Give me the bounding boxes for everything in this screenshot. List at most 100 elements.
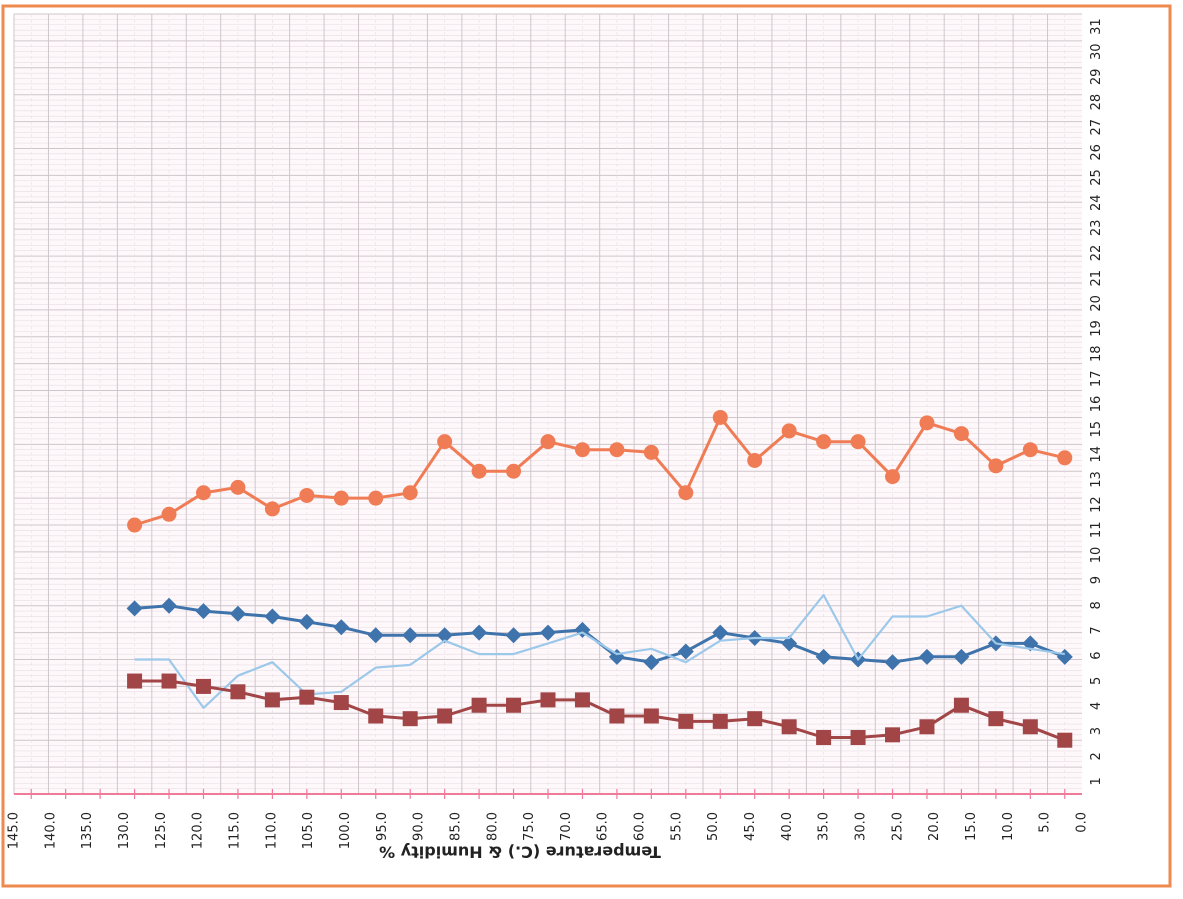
data-point xyxy=(264,692,280,708)
data-point xyxy=(195,485,211,501)
series-1 xyxy=(127,409,1073,533)
data-point xyxy=(264,608,281,625)
x-tick-label: 13 xyxy=(1089,471,1104,488)
data-point xyxy=(299,689,315,705)
x-tick-label: 11 xyxy=(1089,522,1104,539)
series-line xyxy=(134,679,1066,742)
data-point xyxy=(540,434,556,450)
data-point xyxy=(437,708,453,724)
data-point xyxy=(436,627,453,644)
y-tick-label: 50.0 xyxy=(706,812,721,841)
data-point xyxy=(471,463,487,479)
data-point xyxy=(230,479,246,495)
data-point xyxy=(127,517,143,533)
y-tick-label: 60.0 xyxy=(633,812,648,841)
y-tick-label: 45.0 xyxy=(743,812,758,841)
data-point xyxy=(402,627,419,644)
x-tick-label: 14 xyxy=(1089,446,1104,463)
y-tick-label: 70.0 xyxy=(559,812,574,841)
data-point xyxy=(781,423,797,439)
y-tick-label: 120.0 xyxy=(191,812,206,849)
data-point xyxy=(816,434,832,450)
x-tick-label: 1 xyxy=(1089,777,1104,785)
data-point xyxy=(402,711,418,727)
data-point xyxy=(195,603,212,620)
y-tick-label: 10.0 xyxy=(1001,812,1016,841)
y-axis-label: Temperature (C.) & Humidity % xyxy=(379,843,661,862)
data-point xyxy=(540,692,556,708)
x-tick-label: 4 xyxy=(1089,702,1104,710)
data-point xyxy=(1057,732,1073,748)
data-point xyxy=(885,469,901,485)
data-point xyxy=(1057,450,1073,466)
x-tick-label: 16 xyxy=(1089,396,1104,413)
x-tick-label: 27 xyxy=(1089,119,1104,136)
x-tick-labels: 1234567891011121314151617181920212223242… xyxy=(1089,18,1104,785)
data-point xyxy=(677,643,694,660)
y-tick-label: 65.0 xyxy=(596,812,611,841)
y-tick-label: 145.0 xyxy=(7,812,22,849)
x-tick-label: 2 xyxy=(1089,752,1104,760)
data-point xyxy=(161,506,177,522)
y-tick-label: 135.0 xyxy=(80,812,95,849)
x-tick-label: 30 xyxy=(1089,43,1104,60)
data-point xyxy=(712,409,728,425)
y-tick-label: 125.0 xyxy=(154,812,169,849)
data-point xyxy=(609,708,625,724)
data-point xyxy=(919,415,935,431)
y-tick-labels: 0.0 5.0 10.0 15.0 20.0 25.0 30.0 35.0 40.0 45.0 50… xyxy=(7,812,1090,849)
series-4 xyxy=(127,673,1073,748)
y-tick-label: 55.0 xyxy=(669,812,684,841)
x-tick-label: 25 xyxy=(1089,169,1104,186)
data-point xyxy=(506,463,522,479)
data-point xyxy=(127,673,143,689)
y-tick-label: 25.0 xyxy=(890,812,905,841)
data-point xyxy=(747,711,763,727)
data-point xyxy=(367,627,384,644)
y-tick-label: 90.0 xyxy=(412,812,427,841)
data-point xyxy=(609,442,625,458)
data-point xyxy=(1022,719,1038,735)
y-tick-label: 85.0 xyxy=(448,812,463,841)
y-tick-label: 20.0 xyxy=(927,812,942,841)
data-point xyxy=(643,708,659,724)
series-group xyxy=(126,409,1073,748)
data-point xyxy=(574,692,590,708)
data-point xyxy=(195,678,211,694)
data-point xyxy=(919,719,935,735)
y-tick-label: 5.0 xyxy=(1038,812,1053,833)
y-tick-label: 30.0 xyxy=(854,812,869,841)
x-tick-label: 3 xyxy=(1089,727,1104,735)
data-point xyxy=(884,654,901,671)
data-point xyxy=(781,635,798,652)
y-tick-label: 140.0 xyxy=(43,812,58,849)
data-point xyxy=(712,713,728,729)
x-tick-label: 22 xyxy=(1089,245,1104,262)
y-tick-label: 40.0 xyxy=(780,812,795,841)
y-tick-label: 130.0 xyxy=(117,812,132,849)
frame-border xyxy=(1,4,1172,888)
data-point xyxy=(333,490,349,506)
x-tick-label: 7 xyxy=(1089,626,1104,634)
x-axis xyxy=(14,789,1082,799)
x-tick-label: 18 xyxy=(1089,345,1104,362)
data-point xyxy=(126,600,143,617)
x-tick-label: 28 xyxy=(1089,94,1104,111)
data-point xyxy=(471,624,488,641)
x-tick-label: 17 xyxy=(1089,371,1104,388)
data-point xyxy=(712,624,729,641)
data-point xyxy=(230,684,246,700)
y-tick-label: 80.0 xyxy=(485,812,500,841)
data-point xyxy=(540,624,556,641)
y-tick-label: 0.0 xyxy=(1075,812,1090,833)
data-point xyxy=(643,654,660,671)
data-point xyxy=(574,442,590,458)
data-point xyxy=(1022,442,1038,458)
x-tick-label: 23 xyxy=(1089,220,1104,237)
data-point xyxy=(781,719,797,735)
x-tick-label: 10 xyxy=(1089,547,1104,564)
x-tick-label: 20 xyxy=(1089,295,1104,312)
data-point xyxy=(402,485,418,501)
data-point xyxy=(816,730,832,746)
